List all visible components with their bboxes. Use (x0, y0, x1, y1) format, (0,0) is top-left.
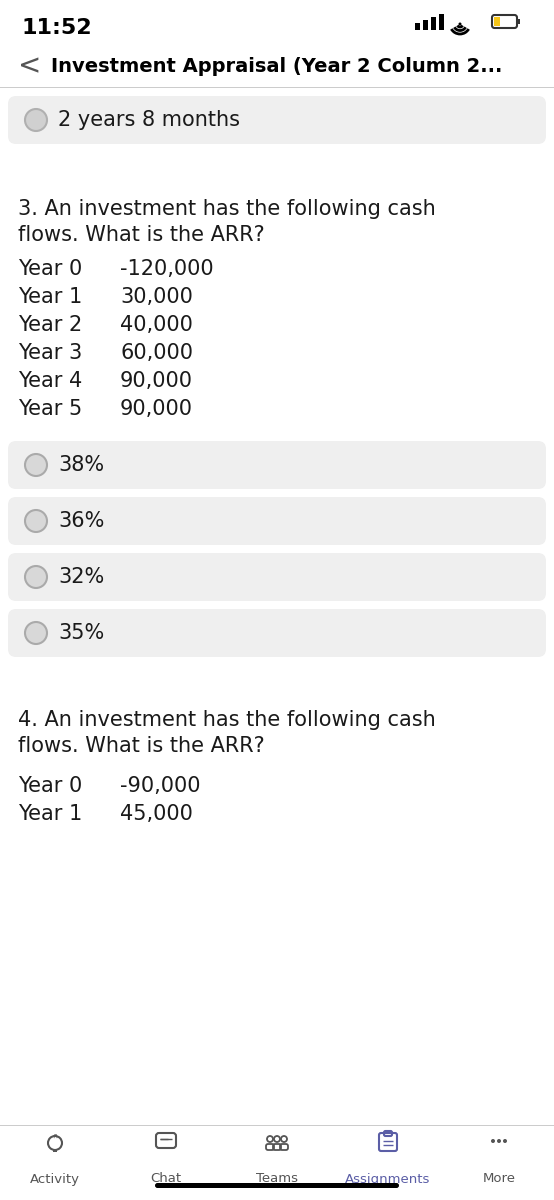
Bar (431, 17, 436, 30)
Text: 2 years 8 months: 2 years 8 months (58, 110, 240, 130)
FancyBboxPatch shape (8, 553, 546, 601)
Text: flows. What is the ARR?: flows. What is the ARR? (18, 226, 265, 245)
Text: 40,000: 40,000 (120, 314, 193, 335)
Text: 11:52: 11:52 (22, 18, 93, 38)
Bar (415, 23, 420, 30)
Text: -90,000: -90,000 (120, 776, 201, 796)
Text: ∩: ∩ (53, 1133, 58, 1139)
FancyBboxPatch shape (8, 608, 546, 658)
Text: Year 2: Year 2 (18, 314, 82, 335)
Text: 3. An investment has the following cash: 3. An investment has the following cash (18, 199, 436, 218)
Bar (53, 1150, 57, 1152)
Text: Year 5: Year 5 (18, 398, 82, 419)
Circle shape (497, 1139, 501, 1142)
Text: Year 4: Year 4 (18, 371, 82, 391)
FancyBboxPatch shape (492, 14, 517, 28)
FancyBboxPatch shape (8, 96, 546, 144)
Text: 45,000: 45,000 (120, 804, 193, 824)
Circle shape (25, 109, 47, 131)
Bar (423, 20, 428, 30)
Circle shape (503, 1139, 507, 1142)
Bar (439, 14, 444, 30)
Text: Activity: Activity (30, 1172, 80, 1186)
Text: Investment Appraisal (Year 2 Column 2...: Investment Appraisal (Year 2 Column 2... (52, 56, 502, 76)
Circle shape (25, 454, 47, 476)
Bar (517, 19, 520, 24)
Text: More: More (483, 1172, 516, 1186)
Text: Year 0: Year 0 (18, 259, 82, 278)
Circle shape (491, 1139, 495, 1142)
FancyBboxPatch shape (8, 497, 546, 545)
Text: 32%: 32% (58, 566, 104, 587)
Text: Year 1: Year 1 (18, 804, 82, 824)
Text: 90,000: 90,000 (120, 398, 193, 419)
Text: Year 1: Year 1 (18, 287, 82, 307)
Text: Assignments: Assignments (345, 1172, 430, 1186)
FancyBboxPatch shape (155, 1183, 399, 1188)
Circle shape (25, 622, 47, 644)
Bar (0, 1126, 554, 1200)
Text: 60,000: 60,000 (120, 343, 193, 362)
Bar (162, 1148, 170, 1152)
FancyBboxPatch shape (8, 440, 546, 490)
Text: flows. What is the ARR?: flows. What is the ARR? (18, 736, 265, 756)
Bar (0, 44, 554, 88)
Text: Teams: Teams (256, 1172, 298, 1186)
Text: 90,000: 90,000 (120, 371, 193, 391)
Text: 38%: 38% (58, 455, 104, 475)
Text: 4. An investment has the following cash: 4. An investment has the following cash (18, 710, 436, 730)
Text: 30,000: 30,000 (120, 287, 193, 307)
Text: 36%: 36% (58, 511, 104, 530)
Text: 35%: 35% (58, 623, 104, 643)
Circle shape (25, 510, 47, 532)
Text: Year 0: Year 0 (18, 776, 82, 796)
Circle shape (25, 566, 47, 588)
Circle shape (459, 23, 461, 25)
Text: Year 3: Year 3 (18, 343, 82, 362)
Text: <: < (18, 52, 42, 80)
Text: -120,000: -120,000 (120, 259, 214, 278)
Bar (494, 17, 500, 26)
Text: Chat: Chat (151, 1172, 182, 1186)
